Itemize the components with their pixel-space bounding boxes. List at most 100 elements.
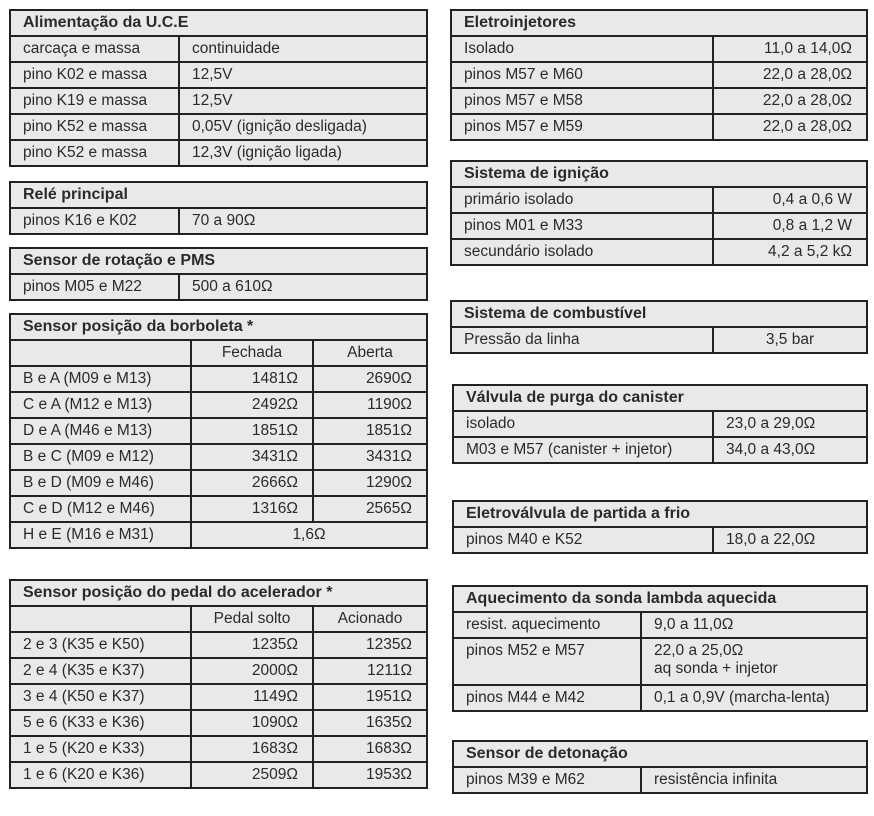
row-value: 500 a 610Ω	[178, 273, 428, 301]
section-title: Aquecimento da sonda lambda aquecida	[451, 585, 869, 613]
row-label: Isolado	[450, 35, 714, 63]
row-label: pinos M40 e K52	[452, 526, 714, 554]
row-value: 11,0 a 14,0Ω	[712, 35, 868, 63]
table-row: B e A (M09 e M13) 1481Ω 2690Ω	[9, 365, 429, 393]
section-title: Eletroinjetores	[450, 9, 868, 37]
table-row: secundário isolado 4,2 a 5,2 kΩ	[450, 238, 868, 266]
table-row: 2 e 4 (K35 e K37) 2000Ω 1211Ω	[9, 657, 429, 685]
row-value: 1851Ω	[190, 417, 314, 445]
table-row: pinos M52 e M57 22,0 a 25,0Ω aq sonda + i…	[452, 637, 869, 686]
row-value: 12,3V (ignição ligada)	[178, 139, 428, 167]
row-value: 9,0 a 11,0Ω	[639, 611, 869, 639]
row-value: 1851Ω	[311, 417, 429, 445]
row-label: pinos M05 e M22	[9, 273, 180, 301]
row-value: 1211Ω	[311, 657, 429, 685]
table-row: B e C (M09 e M12) 3431Ω 3431Ω	[9, 443, 429, 471]
table-row: D e A (M46 e M13) 1851Ω 1851Ω	[9, 417, 429, 445]
table-row: pino K52 e massa 12,3V (ignição ligada)	[9, 139, 428, 167]
row-value: 1235Ω	[190, 631, 314, 659]
table-row: B e D (M09 e M46) 2666Ω 1290Ω	[9, 469, 429, 497]
row-label: resist. aquecimento	[452, 611, 642, 639]
row-value: resistência infinita	[639, 766, 869, 794]
section-title: Sensor posição da borboleta *	[8, 313, 429, 341]
row-value: 2492Ω	[190, 391, 314, 419]
row-label: D e A (M46 e M13)	[9, 417, 192, 445]
row-value: 1481Ω	[190, 365, 314, 393]
row-label: 2 e 4 (K35 e K37)	[9, 657, 192, 685]
row-label: primário isolado	[450, 186, 714, 214]
column-header: Pedal solto	[190, 605, 314, 633]
table-borboleta: Sensor posição da borboleta * Fechada Aber…	[8, 313, 429, 549]
row-label: pino K52 e massa	[9, 139, 180, 167]
row-label: M03 e M57 (canister + injetor)	[452, 436, 714, 464]
row-value: 0,4 a 0,6 W	[712, 186, 868, 214]
row-value: 2690Ω	[311, 365, 429, 393]
column-header: Acionado	[311, 605, 429, 633]
section-title: Sistema de ignição	[450, 160, 868, 188]
row-value: 1683Ω	[311, 735, 429, 763]
row-label: B e C (M09 e M12)	[9, 443, 192, 471]
row-value: 3431Ω	[190, 443, 314, 471]
table-combustivel: Sistema de combustível Pressão da linha 3,…	[449, 300, 869, 354]
table-row: H e E (M16 e M31) 1,6Ω	[9, 521, 429, 549]
row-label: H e E (M16 e M31)	[9, 521, 192, 549]
table-injetores: Eletroinjetores Isolado 11,0 a 14,0Ω pinos …	[450, 9, 868, 141]
row-value: 12,5V	[178, 87, 428, 115]
column-header	[9, 339, 192, 367]
section-title: Sistema de combustível	[449, 300, 869, 328]
row-label: pinos M57 e M60	[450, 61, 714, 89]
row-label: pino K19 e massa	[9, 87, 180, 115]
section-title: Sensor de detonação	[451, 740, 869, 768]
table-row: pinos M57 e M58 22,0 a 28,0Ω	[450, 87, 868, 115]
row-label: 1 e 5 (K20 e K33)	[9, 735, 192, 763]
row-value: 3431Ω	[311, 443, 429, 471]
row-label: pinos M39 e M62	[452, 766, 642, 794]
row-value: 0,1 a 0,9V (marcha-lenta)	[639, 684, 869, 712]
row-value: 34,0 a 43,0Ω	[712, 436, 868, 464]
row-value: continuidade	[178, 35, 428, 63]
row-label: 1 e 6 (K20 e K36)	[9, 761, 192, 789]
table-pedal: Sensor posição do pedal do acelerador * P…	[8, 579, 429, 789]
table-row: resist. aquecimento 9,0 a 11,0Ω	[452, 611, 869, 639]
row-value: 0,05V (ignição desligada)	[178, 113, 428, 141]
row-value: 3,5 bar	[711, 326, 869, 354]
row-value: 23,0 a 29,0Ω	[712, 410, 868, 438]
table-row: pinos M39 e M62 resistência infinita	[452, 766, 869, 794]
row-label: secundário isolado	[450, 238, 714, 266]
row-label: pinos M57 e M58	[450, 87, 714, 115]
row-label: carcaça e massa	[9, 35, 180, 63]
section-title: Válvula de purga do canister	[452, 384, 868, 412]
column-header: Aberta	[311, 339, 429, 367]
row-value: 1,6Ω	[189, 521, 429, 549]
table-row: pinos M01 e M33 0,8 a 1,2 W	[450, 212, 868, 240]
table-ignicao: Sistema de ignição primário isolado 0,4 a …	[450, 160, 868, 266]
row-value: 1635Ω	[311, 709, 429, 737]
row-value: 2509Ω	[190, 761, 314, 789]
row-label: pinos M52 e M57	[452, 637, 642, 686]
row-value: 12,5V	[178, 61, 428, 89]
table-row: pino K52 e massa 0,05V (ignição desligada…	[9, 113, 428, 141]
row-value: 22,0 a 25,0Ω aq sonda + injetor	[639, 637, 869, 686]
section-title: Sensor posição do pedal do acelerador *	[8, 579, 429, 607]
table-row: pinos M44 e M42 0,1 a 0,9V (marcha-lenta)	[452, 684, 869, 712]
table-row: 3 e 4 (K50 e K37) 1149Ω 1951Ω	[9, 683, 429, 711]
table-detonacao: Sensor de detonação pinos M39 e M62 resist…	[451, 740, 869, 794]
table-row: pinos M05 e M22 500 a 610Ω	[9, 273, 428, 301]
row-value: 1290Ω	[311, 469, 429, 497]
row-value: 1316Ω	[190, 495, 314, 523]
table-row: pino K02 e massa 12,5V	[9, 61, 428, 89]
row-value: 22,0 a 28,0Ω	[712, 87, 868, 115]
table-row: M03 e M57 (canister + injetor) 34,0 a 43,…	[452, 436, 868, 464]
column-header: Fechada	[190, 339, 314, 367]
section-title: Sensor de rotação e PMS	[9, 247, 428, 275]
column-header	[9, 605, 192, 633]
row-value: 1953Ω	[311, 761, 429, 789]
row-value: 18,0 a 22,0Ω	[711, 526, 869, 554]
row-label: pino K52 e massa	[9, 113, 180, 141]
row-value: 2000Ω	[190, 657, 314, 685]
table-row: pinos K16 e K02 70 a 90Ω	[9, 207, 429, 235]
table-row: C e A (M12 e M13) 2492Ω 1190Ω	[9, 391, 429, 419]
row-label: pinos M57 e M59	[450, 113, 714, 141]
row-value: 1149Ω	[190, 683, 314, 711]
row-value: 1235Ω	[311, 631, 429, 659]
